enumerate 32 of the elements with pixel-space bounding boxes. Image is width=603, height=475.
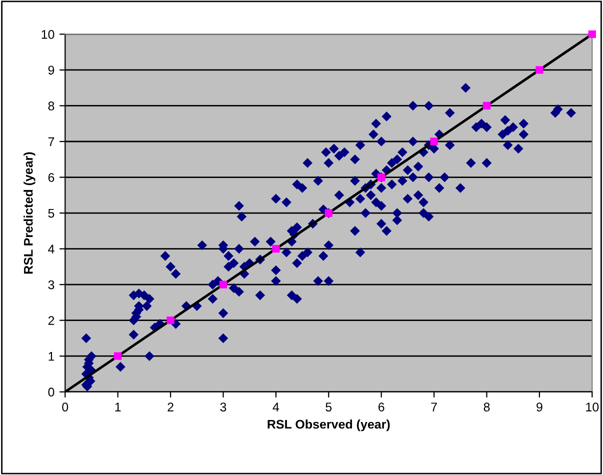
x-tick-label: 7 <box>431 402 437 412</box>
y-tick-label: 2 <box>48 316 54 325</box>
point <box>588 30 596 38</box>
x-tick-label: 1 <box>115 402 121 412</box>
y-tick-label: 8 <box>48 102 54 110</box>
y-tick-label: 1 <box>48 352 54 361</box>
x-tick-label: 2 <box>168 402 174 412</box>
point <box>114 352 122 360</box>
y-tick-label: 9 <box>48 66 54 75</box>
y-tick-label: 0 <box>48 388 54 397</box>
x-tick-label: 3 <box>220 402 226 412</box>
point <box>482 102 491 110</box>
y-tick-label: 5 <box>48 208 54 218</box>
x-tick-label: 10 <box>586 402 599 412</box>
point <box>430 138 438 146</box>
y-tick-label: 6 <box>48 173 54 182</box>
y-tick-label: 3 <box>48 280 54 290</box>
point <box>536 66 544 74</box>
point <box>166 316 174 324</box>
x-tick-label: 9 <box>536 402 542 412</box>
x-tick-label: 8 <box>484 402 490 412</box>
y-tick-label: 7 <box>48 137 54 146</box>
point <box>272 244 280 253</box>
x-tick-label: 6 <box>378 402 384 412</box>
y-tick-label: 4 <box>48 244 54 254</box>
y-axis-title: RSL Predicted (year) <box>24 152 36 274</box>
x-tick-label: 4 <box>272 402 280 412</box>
y-tick-label: 10 <box>42 30 54 39</box>
point <box>219 280 228 288</box>
x-tick-label: 0 <box>62 402 68 412</box>
x-axis-title: RSL Observed (year) <box>268 420 390 432</box>
x-tick-label: 5 <box>326 402 332 412</box>
